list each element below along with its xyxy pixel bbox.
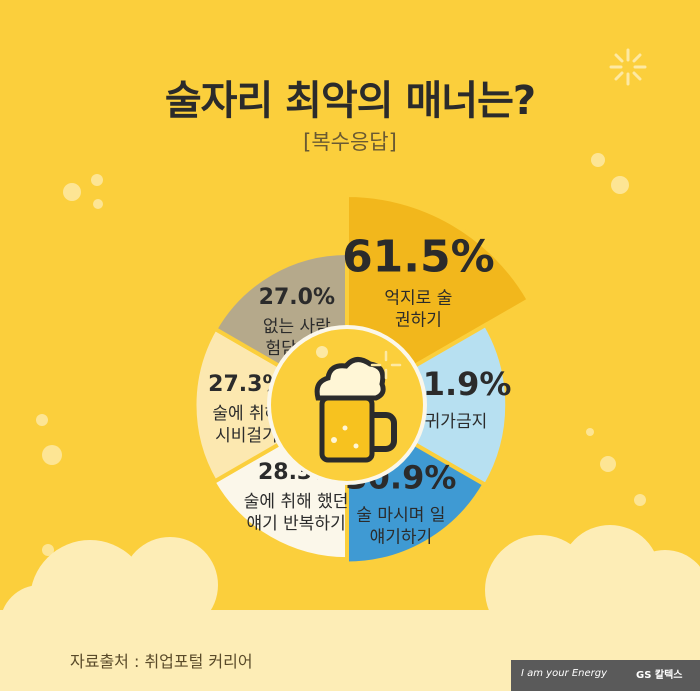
bubble-icon	[611, 176, 629, 194]
footer-logo: GS 칼텍스	[636, 670, 683, 681]
slice-category-label: 억지로 술	[384, 288, 452, 308]
bubble-icon	[600, 456, 616, 472]
bubble-icon	[42, 544, 54, 556]
slice-category-label: 술에 취해 했던	[244, 492, 349, 512]
footer-bar	[511, 660, 700, 691]
bubble-icon	[36, 414, 48, 426]
slice-category-label: 술에 취해	[212, 404, 280, 424]
page-subtitle: [복수응답]	[303, 130, 397, 154]
foam-cloud	[0, 525, 700, 691]
beer-mug-icon	[314, 357, 397, 463]
bubble-icon	[591, 153, 605, 167]
slice-category-label: 귀가금지	[425, 412, 488, 432]
bubble-icon	[63, 183, 81, 201]
slice-category-label: 권하기	[395, 310, 442, 330]
slice-value-label: 61.5%	[342, 231, 495, 282]
slice-value-label: 27.0%	[259, 285, 335, 310]
bubble-icon	[42, 445, 62, 465]
bubble-icon	[91, 174, 103, 186]
pie-slice	[343, 322, 510, 488]
sparkle-icon	[370, 350, 402, 380]
sparkle-icon	[609, 48, 647, 86]
bubble-icon	[586, 428, 594, 436]
footer-slogan: I am your Energy	[521, 668, 608, 679]
slice-category-label: 얘기 반복하기	[246, 514, 345, 534]
bubble-icon	[316, 346, 328, 358]
bubble-icon	[93, 199, 103, 209]
slice-category-label: 얘기하기	[370, 527, 433, 547]
source-note: 자료출처 : 취업포털 커리어	[70, 652, 253, 671]
slice-category-label: 시비걸기	[215, 426, 278, 446]
bubble-icon	[634, 494, 646, 506]
slice-category-label: 술 마시며 일	[356, 505, 445, 525]
page-title: 술자리 최악의 매너는?	[164, 78, 536, 124]
